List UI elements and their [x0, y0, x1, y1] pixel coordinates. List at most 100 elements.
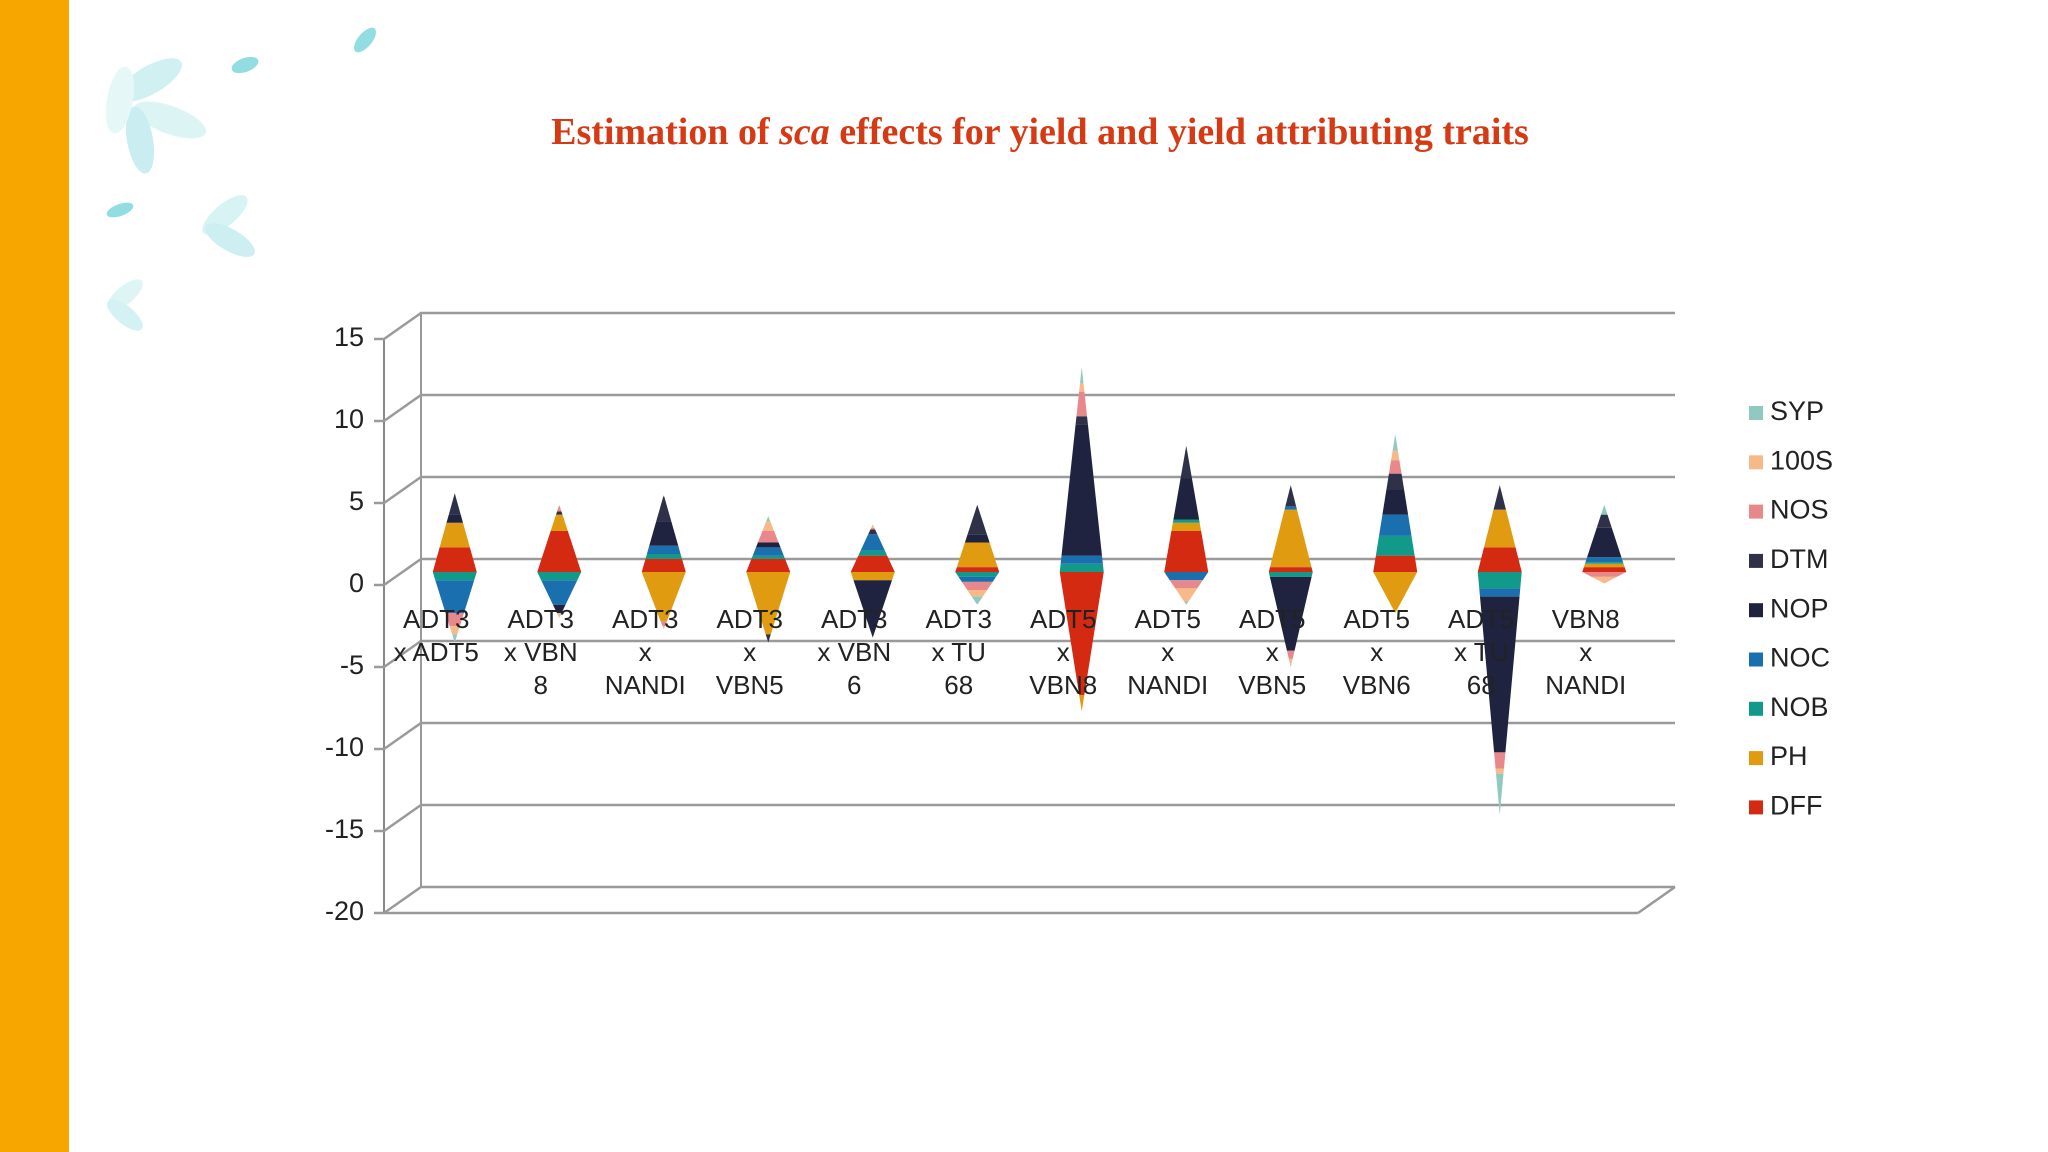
cone-segment [1382, 490, 1409, 515]
cone-segment [967, 590, 988, 597]
cone-segment [958, 576, 996, 582]
cone-segment [858, 550, 888, 556]
cone-segment [1269, 576, 1312, 651]
cone-segment [1180, 445, 1192, 479]
y-tick-label: -20 [325, 896, 364, 926]
cone-segment [1392, 434, 1398, 451]
legend-swatch [1749, 455, 1763, 470]
cone-segment [871, 526, 875, 528]
legend-label: NOB [1770, 692, 1829, 722]
legend-swatch [1749, 652, 1763, 667]
cone-segment [1373, 555, 1418, 572]
cone-segment [751, 555, 786, 559]
cone-segment [1079, 367, 1084, 384]
x-tick-label: ADT3 x ADT5 [393, 604, 479, 667]
cone-segment [439, 522, 470, 548]
cone-segment [432, 572, 477, 581]
cone-segment [556, 511, 563, 515]
y-tick-label: 5 [349, 486, 364, 516]
cone-segment [1184, 601, 1189, 605]
cone-segment [850, 572, 895, 581]
cone-segment [752, 547, 784, 556]
cone-segment [853, 580, 892, 638]
cone-segment [432, 547, 477, 572]
x-tick-label: ADT3 x VBN 8 [503, 604, 578, 700]
cone-segment [1075, 416, 1088, 425]
flower-decoration [105, 27, 377, 331]
legend-label: NOC [1770, 643, 1830, 673]
cone-segment [755, 542, 781, 548]
cone-segment [1591, 576, 1617, 584]
cone-segment [1061, 424, 1102, 556]
cone-segment [955, 567, 1000, 572]
x-tick-label: VBN8 x NANDI [1545, 604, 1627, 700]
legend-swatch [1749, 751, 1763, 766]
legend-swatch [1749, 553, 1763, 568]
cone-segment [641, 572, 686, 622]
cone-segment [435, 580, 475, 613]
x-tick-label: ADT3 x TU 68 [925, 604, 992, 700]
cone-segment [1289, 663, 1292, 668]
x-tick-label: ADT3 x VBN 6 [817, 604, 892, 700]
cone-segment [762, 521, 775, 531]
y-tick-label: 10 [334, 404, 364, 434]
legend-swatch [1749, 800, 1763, 815]
cone-segment [870, 527, 876, 530]
grid-line [374, 475, 1675, 505]
cone-segment [1373, 572, 1418, 613]
cone-segment [850, 555, 895, 572]
cone-segment [871, 524, 874, 527]
cone-segment [1175, 588, 1198, 602]
x-tick-label: ADT5 x VBN5 [1238, 604, 1307, 700]
legend-label: NOS [1770, 495, 1829, 525]
cone-segment [550, 514, 568, 531]
grid-line [374, 393, 1675, 423]
cone-segment [868, 529, 878, 535]
chart-title: Estimation of sca effects for yield and … [200, 110, 1880, 154]
legend-swatch [1749, 504, 1763, 519]
cone-segment [1059, 563, 1104, 572]
cone-segment [1164, 572, 1209, 581]
legend-label: 100S [1770, 445, 1833, 475]
cone-segment [656, 496, 672, 522]
cone-segment [860, 534, 885, 551]
cone-segment [1596, 514, 1612, 528]
cone-segment [1375, 535, 1415, 556]
side-bar [0, 0, 69, 1152]
x-tick-label: ADT5 x VBN6 [1342, 604, 1411, 700]
cone-segment [557, 506, 562, 512]
x-tick-label: ADT3 x VBN5 [715, 604, 784, 700]
cone-segment [663, 494, 665, 497]
y-tick-label: 15 [334, 322, 364, 352]
cone-segment [537, 531, 582, 572]
cone-segment [961, 581, 993, 591]
legend-swatch [1749, 603, 1763, 618]
cone-segment [1483, 509, 1516, 548]
cone-segment [1479, 588, 1521, 597]
cone-segment [556, 613, 562, 618]
cone-segment [660, 621, 667, 627]
cone-segment [448, 493, 461, 515]
cone-segment [1284, 506, 1297, 510]
cone-segment [1582, 567, 1627, 572]
cone-segment [649, 521, 679, 546]
cone-segment [1269, 509, 1312, 568]
legend-label: DTM [1770, 544, 1828, 574]
floor-side-line [1637, 885, 1676, 915]
cone-segment [746, 558, 791, 572]
cone-segment [541, 580, 578, 605]
legend-swatch [1749, 701, 1763, 716]
cone-segment [1173, 478, 1200, 520]
x-tick-label: ADT3 x NANDI [604, 604, 686, 700]
x-tick-label: ADT5 x NANDI [1127, 604, 1209, 700]
cone-segment [1585, 557, 1624, 563]
cone-segment [1079, 695, 1085, 712]
grid-line [374, 639, 1675, 669]
cone-segment [1479, 596, 1520, 753]
cone-segment [1496, 773, 1504, 815]
legend-label: PH [1770, 741, 1808, 771]
legend-label: SYP [1770, 396, 1824, 426]
cone-segment [1495, 768, 1504, 774]
y-tick-label: -15 [325, 814, 364, 844]
